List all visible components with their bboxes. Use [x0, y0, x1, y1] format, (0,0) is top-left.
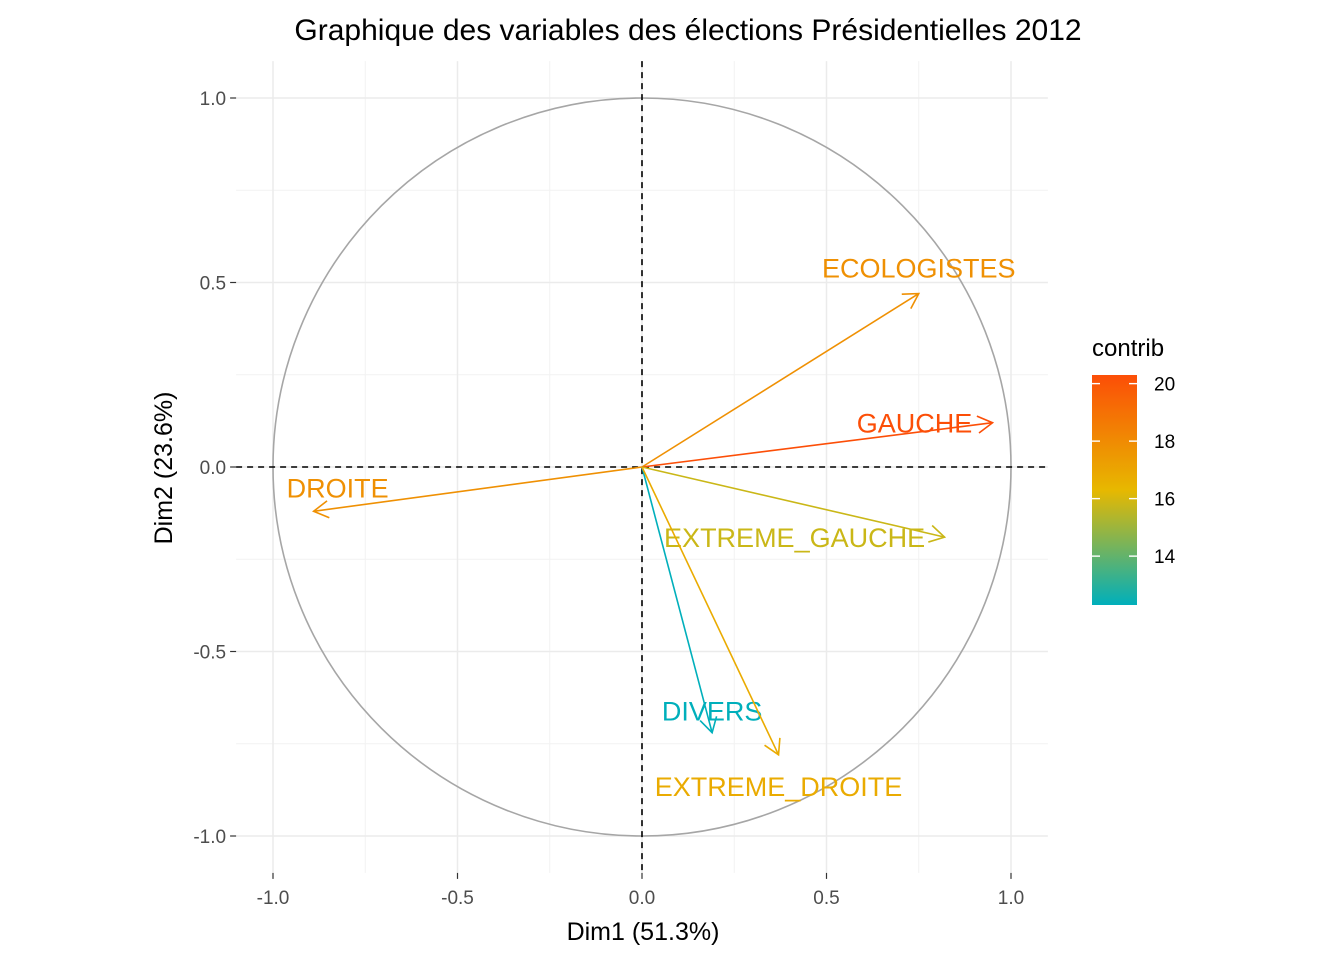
variable-label: EXTREME_DROITE	[655, 772, 903, 802]
legend-tick-label: 20	[1154, 375, 1175, 396]
variable-arrowhead	[312, 500, 330, 519]
variable-label: DROITE	[287, 473, 389, 503]
variable-label: EXTREME_GAUCHE	[664, 523, 925, 553]
chart-title: Graphique des variables des élections Pr…	[294, 14, 1081, 47]
legend-colorbar	[1092, 375, 1137, 605]
variable-arrowhead	[976, 415, 995, 434]
variable-arrow-line	[641, 466, 713, 733]
contrib-legend: contrib 14 16 18 20	[1092, 335, 1176, 605]
y-tick-label: 0.0	[200, 458, 226, 479]
variable-arrow-group: DIVERS	[641, 466, 763, 735]
y-tick-label: 0.5	[200, 274, 226, 295]
variable-arrow-group: EXTREME_DROITE	[641, 466, 903, 802]
variable-arrowhead	[928, 524, 947, 543]
y-tick-label: -0.5	[193, 643, 226, 664]
x-tick-label: -1.0	[257, 888, 290, 909]
variable-arrow-group: EXTREME_GAUCHE	[641, 466, 947, 553]
variable-label: ECOLOGISTES	[822, 254, 1016, 284]
variable-arrowhead	[699, 716, 718, 735]
variable-arrowhead	[764, 737, 781, 757]
variable-arrow-line	[641, 466, 780, 756]
variable-arrowhead	[901, 292, 921, 309]
variable-arrow-line	[313, 466, 643, 513]
plot-panel: -1.0 -0.5 0.0 0.5 1.0 -1.0 -0.5 0.0 0.5 1.0 ECOLOG…	[193, 61, 1048, 909]
variable-arrow-line	[641, 466, 945, 538]
variable-arrow-line	[641, 421, 993, 468]
legend-tick-label: 14	[1154, 547, 1176, 568]
y-tick-label: -1.0	[193, 827, 226, 848]
variable-arrow-group: DROITE	[287, 466, 643, 519]
x-tick-label: 1.0	[998, 888, 1024, 909]
x-tick-label: 0.0	[629, 888, 655, 909]
y-tick-label: 1.0	[200, 89, 226, 110]
legend-tick-label: 18	[1154, 432, 1175, 453]
legend-title: contrib	[1092, 335, 1164, 362]
variable-arrow-group: ECOLOGISTES	[641, 254, 1016, 468]
x-axis-title: Dim1 (51.3%)	[567, 918, 720, 946]
x-tick-label: 0.5	[813, 888, 839, 909]
legend-tick-label: 16	[1154, 490, 1175, 511]
variable-arrow-line	[641, 292, 920, 468]
y-axis-title: Dim2 (23.6%)	[150, 392, 178, 545]
x-tick-label: -0.5	[441, 888, 474, 909]
variable-label: GAUCHE	[857, 409, 973, 439]
variable-label: DIVERS	[662, 697, 763, 727]
variable-arrow-group: GAUCHE	[641, 409, 995, 468]
